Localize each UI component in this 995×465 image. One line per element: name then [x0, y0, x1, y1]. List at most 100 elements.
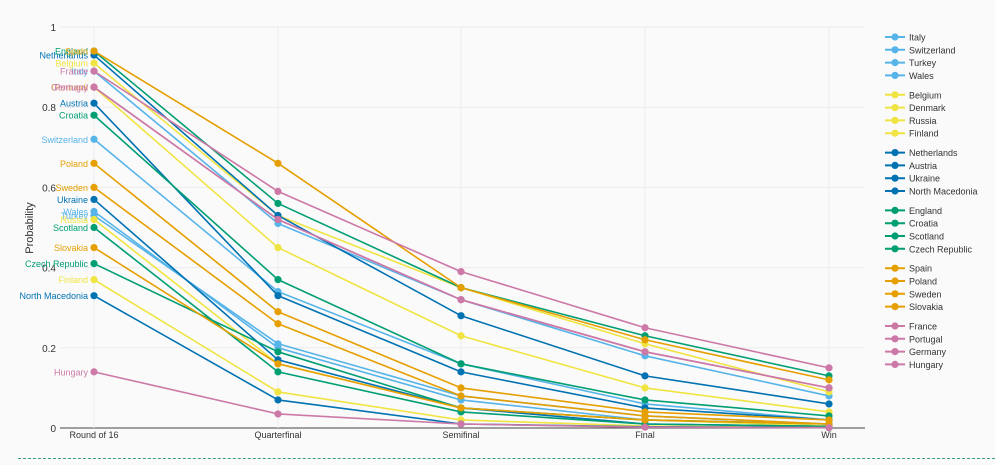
data-point: [457, 404, 465, 412]
legend-item-italy[interactable]: Italy: [885, 33, 926, 43]
legend-label: Finland: [909, 129, 939, 139]
legend-swatch-marker: [891, 149, 899, 157]
legend-item-belgium[interactable]: Belgium: [885, 90, 942, 100]
data-point: [274, 368, 282, 376]
legend-swatch-marker: [891, 59, 899, 67]
data-point: [90, 83, 98, 91]
data-point: [457, 284, 465, 292]
legend-item-germany[interactable]: Germany: [885, 347, 947, 357]
legend-item-poland[interactable]: Poland: [885, 277, 937, 287]
legend-item-scotland[interactable]: Scotland: [885, 232, 944, 242]
axis-ticks: 0 0.2 0.4 0.6 0.8 1 Round of 16 Quarterfinal Sem…: [42, 23, 837, 440]
team-label-turkey: Turkey: [61, 211, 89, 221]
grid-lines: [60, 26, 865, 429]
legend-item-russia[interactable]: Russia: [885, 116, 937, 126]
legend-swatch-marker: [891, 206, 899, 214]
y-tick-label: 1: [50, 23, 56, 34]
legend-swatch-marker: [891, 335, 899, 343]
data-point: [90, 215, 98, 224]
data-point: [90, 135, 98, 143]
data-point: [90, 99, 98, 107]
legend-label: Switzerland: [909, 45, 956, 55]
data-point: [825, 384, 833, 392]
series-lines: [90, 47, 833, 432]
legend-label: Denmark: [909, 103, 946, 113]
data-point: [641, 336, 649, 344]
data-point: [641, 416, 649, 424]
data-point: [90, 195, 98, 204]
legend-label: Italy: [909, 33, 926, 43]
legend-item-finland[interactable]: Finland: [885, 129, 939, 139]
team-label-spain: Spain: [65, 47, 88, 57]
data-point: [641, 372, 649, 380]
data-point: [825, 364, 833, 372]
legend-item-denmark[interactable]: Denmark: [885, 103, 946, 113]
data-point: [90, 276, 98, 284]
legend-item-north-macedonia[interactable]: North Macedonia: [885, 187, 978, 197]
legend-swatch-marker: [891, 174, 899, 182]
data-point: [90, 111, 98, 119]
legend-label: Spain: [909, 264, 932, 274]
team-label-france: France: [60, 67, 88, 77]
legend-item-turkey[interactable]: Turkey: [885, 58, 937, 68]
data-point: [457, 332, 465, 340]
y-tick-label: 0.4: [42, 264, 56, 275]
data-point: [274, 187, 282, 196]
legend-label: Ukraine: [909, 174, 940, 184]
legend-swatch-marker: [891, 303, 899, 311]
legend-swatch-marker: [891, 322, 899, 330]
data-point: [90, 243, 98, 252]
legend-item-sweden[interactable]: Sweden: [885, 289, 942, 299]
legend-item-spain[interactable]: Spain: [885, 264, 932, 274]
legend-item-hungary[interactable]: Hungary: [885, 360, 944, 370]
legend-item-netherlands[interactable]: Netherlands: [885, 148, 958, 158]
bottom-divider: [18, 458, 995, 459]
legend-item-austria[interactable]: Austria: [885, 161, 937, 171]
data-point: [90, 259, 98, 268]
legend-item-wales[interactable]: Wales: [885, 71, 934, 81]
legend-label: Turkey: [909, 58, 937, 68]
legend-item-switzerland[interactable]: Switzerland: [885, 45, 956, 55]
series-hungary: [90, 368, 833, 432]
data-point: [457, 392, 465, 400]
legend[interactable]: Italy Switzerland Turkey Wales Belgium Denmar…: [885, 33, 978, 370]
legend-item-portugal[interactable]: Portugal: [885, 334, 943, 344]
data-point: [457, 312, 465, 320]
legend-swatch-marker: [891, 219, 899, 227]
legend-swatch-marker: [891, 116, 899, 124]
legend-label: Slovakia: [909, 302, 943, 312]
team-label-wales: Wales: [63, 207, 88, 217]
team-label-england: England: [55, 47, 88, 57]
data-point: [457, 384, 465, 392]
x-tick-label: Round of 16: [69, 430, 118, 440]
legend-label: Germany: [909, 347, 947, 357]
legend-item-croatia[interactable]: Croatia: [885, 219, 938, 229]
y-tick-label: 0.6: [42, 183, 56, 194]
data-point: [90, 183, 98, 191]
legend-swatch-marker: [891, 360, 899, 368]
legend-item-england[interactable]: England: [885, 206, 942, 216]
legend-label: Croatia: [909, 219, 938, 229]
team-label-austria: Austria: [60, 99, 88, 109]
team-label-germany: Germany: [51, 83, 89, 93]
data-point: [274, 159, 282, 167]
legend-item-france[interactable]: France: [885, 322, 937, 332]
team-label-finland: Finland: [58, 275, 88, 285]
data-point: [457, 268, 465, 276]
team-label-belgium: Belgium: [55, 59, 88, 69]
team-label-croatia: Croatia: [59, 111, 88, 121]
team-label-czech-republic: Czech Republic: [25, 259, 89, 269]
legend-item-ukraine[interactable]: Ukraine: [885, 174, 940, 184]
data-point: [274, 199, 282, 208]
legend-label: Wales: [909, 71, 934, 81]
legend-item-slovakia[interactable]: Slovakia: [885, 302, 943, 312]
data-point: [641, 396, 649, 404]
legend-item-czech-republic[interactable]: Czech Republic: [885, 244, 973, 254]
data-point: [90, 159, 98, 167]
data-point: [90, 47, 98, 55]
team-label-hungary: Hungary: [54, 367, 89, 377]
legend-swatch-marker: [891, 104, 899, 112]
y-axis-label: Probability: [24, 202, 36, 254]
legend-label: Hungary: [909, 360, 944, 370]
